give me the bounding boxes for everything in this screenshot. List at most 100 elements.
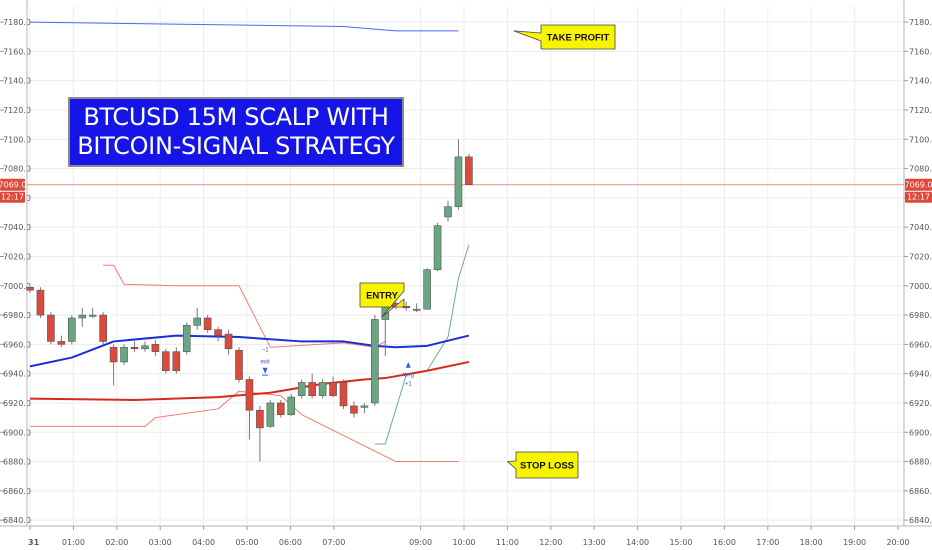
y-tick-label-left: 6900.0 xyxy=(3,428,31,437)
entry-callout: ENTRY xyxy=(359,282,405,317)
exit-qty-label: −1 xyxy=(262,348,270,354)
upper-band-line xyxy=(103,264,386,348)
candle-body xyxy=(151,344,160,352)
candle-body xyxy=(36,289,45,316)
y-tick-label-right: 6960.0 xyxy=(909,340,932,349)
y-tick-label-left: 7080.0 xyxy=(3,165,31,174)
candle-body xyxy=(318,382,327,396)
countdown-tag-left: 12:17 xyxy=(0,191,25,203)
price-tag-left-label: 7069.0 xyxy=(0,181,27,190)
candle-body xyxy=(412,308,421,311)
y-tick-label-left: 7120.0 xyxy=(3,106,31,115)
x-tick-label: 12:00 xyxy=(539,538,562,547)
candle xyxy=(88,307,97,318)
y-tick-label-right: 7100.0 xyxy=(909,135,932,144)
candle xyxy=(47,312,55,345)
long-qty-label: +1 xyxy=(405,381,413,387)
candle-body xyxy=(371,319,379,404)
countdown-tag-left-bg xyxy=(0,191,25,203)
candle-body xyxy=(454,156,463,207)
candle xyxy=(360,402,369,414)
candle xyxy=(412,303,421,313)
candle-body xyxy=(235,349,243,380)
y-tick-label-right: 6980.0 xyxy=(909,311,932,320)
candle-body xyxy=(423,269,431,310)
y-tick-label-left: 6940.0 xyxy=(3,370,31,379)
y-tick-label-right: 7180.0 xyxy=(909,18,932,27)
candle-body xyxy=(444,206,452,218)
candle xyxy=(329,376,337,398)
y-tick-label-right: 6860.0 xyxy=(909,487,932,496)
candle xyxy=(245,376,254,440)
y-tick-label-left: 7100.0 xyxy=(3,135,31,144)
y-tick-label-right: 6840.0 xyxy=(909,516,932,525)
candle xyxy=(308,373,316,399)
annotations: −1 exit long +1 TAKE PROFIT STOP LOSS ENTRY xyxy=(260,24,616,479)
lower-band-line xyxy=(30,390,459,463)
candle xyxy=(109,344,118,386)
candle xyxy=(371,315,379,406)
candle xyxy=(433,222,442,272)
y-tick-label-right: 7080.0 xyxy=(909,165,932,174)
stop-loss-callout: STOP LOSS xyxy=(507,451,579,479)
candle-body xyxy=(297,382,306,396)
candle xyxy=(224,329,233,355)
candle-body xyxy=(99,314,107,342)
x-tick-label: 09:00 xyxy=(409,538,432,547)
y-tick-label-left: 6960.0 xyxy=(3,340,31,349)
candle xyxy=(141,341,149,352)
candle-body xyxy=(78,314,87,319)
price-tag-right-bg xyxy=(905,178,932,191)
candle-body xyxy=(120,346,128,363)
y-tick-label-right: 6880.0 xyxy=(909,458,932,467)
candle-body xyxy=(433,225,442,270)
price-tag-right-label: 7069.0 xyxy=(905,181,932,190)
y-tick-label-left: 6920.0 xyxy=(3,399,31,408)
y-tick-label-left: 7180.0 xyxy=(3,18,31,27)
candle xyxy=(214,326,222,342)
candle xyxy=(266,400,275,428)
candle-body xyxy=(329,382,337,396)
candle xyxy=(193,307,201,330)
candle-body xyxy=(266,402,275,427)
candle-body xyxy=(57,341,66,345)
y-tick-label-left: 7040.0 xyxy=(3,223,31,232)
candle-body xyxy=(172,351,181,372)
candle-body xyxy=(68,317,76,342)
indicator-lines xyxy=(27,21,904,463)
take-profit-line xyxy=(29,21,459,32)
candle xyxy=(318,379,327,399)
x-tick-label: 10:00 xyxy=(452,538,475,547)
x-tick-label: 02:00 xyxy=(105,538,128,547)
x-tick-label: 04:00 xyxy=(192,538,215,547)
x-tick-label: 14:00 xyxy=(626,538,649,547)
candle xyxy=(297,379,306,399)
y-tick-label-right: 7020.0 xyxy=(909,252,932,261)
candle xyxy=(339,379,348,409)
candle-body xyxy=(130,346,139,350)
x-tick-label: 15:00 xyxy=(669,538,692,547)
y-tick-label-right: 7120.0 xyxy=(909,106,932,115)
candle xyxy=(182,322,191,355)
candle xyxy=(172,347,181,374)
candle xyxy=(26,285,34,294)
candle-body xyxy=(224,333,233,350)
candle xyxy=(454,139,463,210)
candle xyxy=(78,307,87,327)
y-tick-label-left: 6880.0 xyxy=(3,458,31,467)
entry-callout-shape xyxy=(359,282,405,317)
x-tick-label: 11:00 xyxy=(496,538,519,547)
ema-blue-line xyxy=(29,334,470,368)
candle-body xyxy=(182,325,191,352)
price-tag-left-bg xyxy=(0,178,25,191)
price-tag-right: 7069.0 xyxy=(905,178,932,191)
candle-body xyxy=(26,286,34,291)
x-tick-label: 13:00 xyxy=(583,538,606,547)
candle xyxy=(36,287,45,318)
y-tick-label-left: 7140.0 xyxy=(3,77,31,86)
countdown-tag-right: 12:17 xyxy=(905,191,932,203)
y-tick-label-right: 7160.0 xyxy=(909,47,932,56)
long-arrow-icon xyxy=(405,361,411,368)
stop-loss-callout-shape xyxy=(507,451,579,479)
